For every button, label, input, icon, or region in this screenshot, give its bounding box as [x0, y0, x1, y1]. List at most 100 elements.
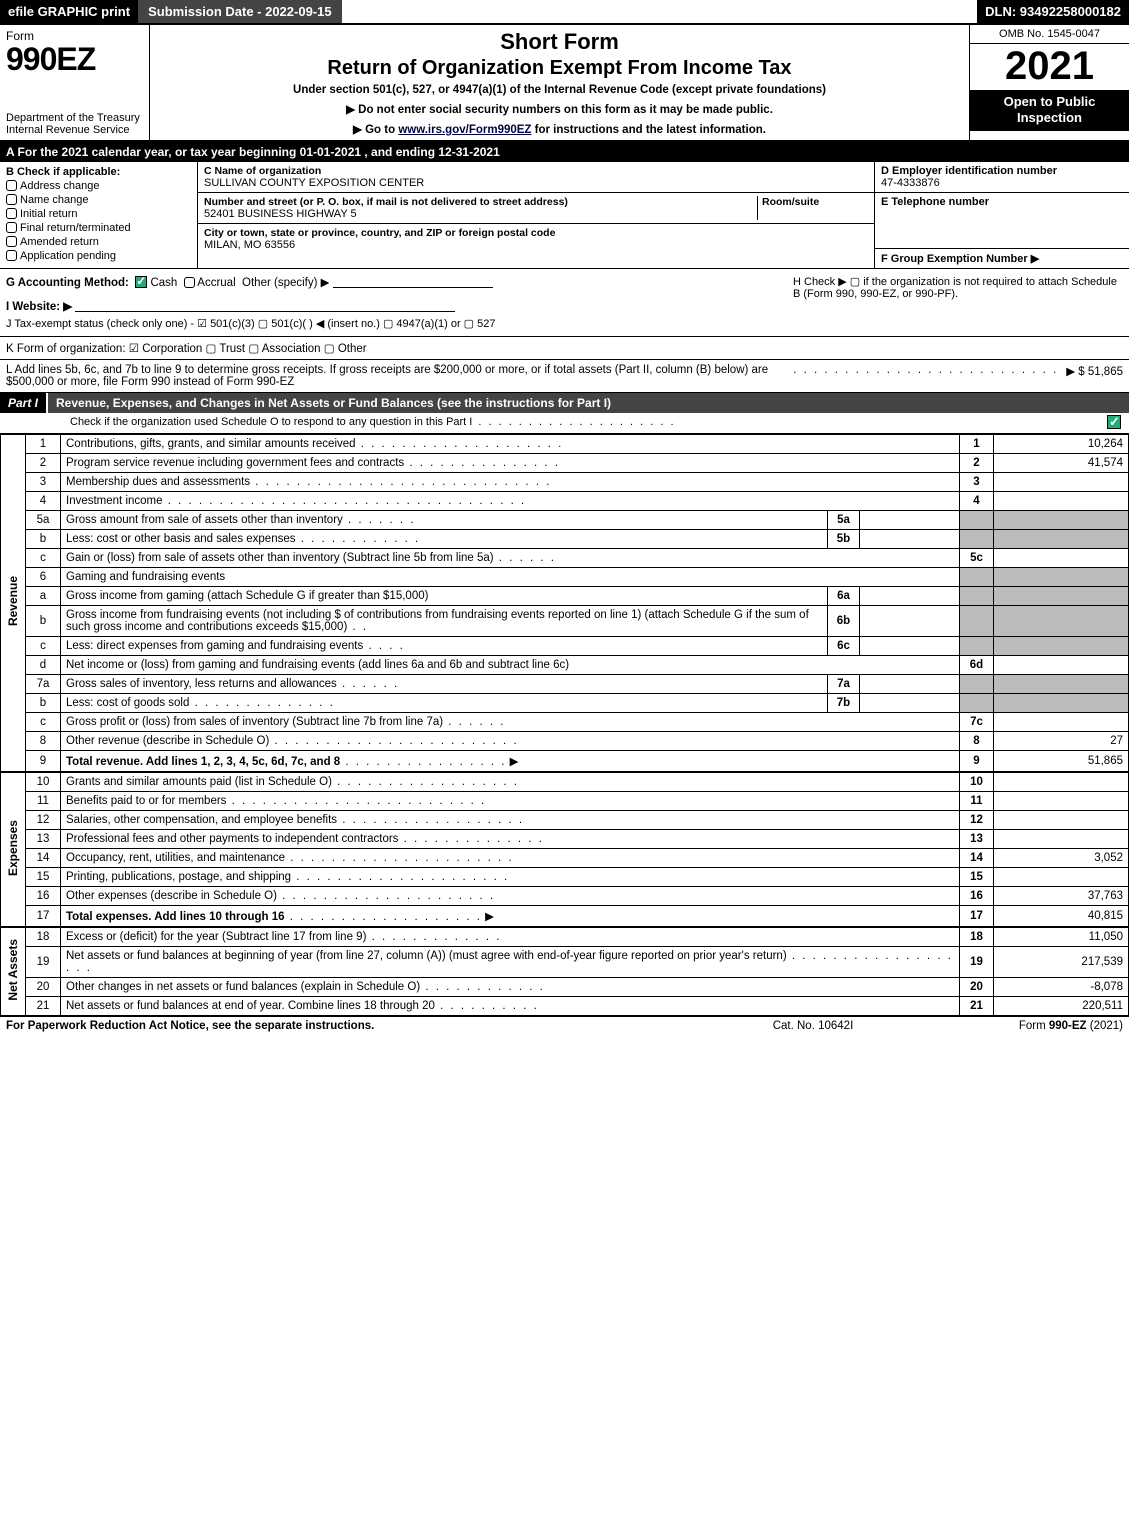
la: -8,078 — [994, 978, 1129, 997]
ld: Other revenue (describe in Schedule O) .… — [61, 732, 960, 751]
lb: 14 — [960, 849, 994, 868]
part1-tag: Part I — [0, 393, 48, 413]
sidebar-netassets: Net Assets — [1, 927, 26, 1016]
ld: Other changes in net assets or fund bala… — [61, 978, 960, 997]
ld: Other expenses (describe in Schedule O) … — [61, 887, 960, 906]
lb: 7c — [960, 713, 994, 732]
la: 51,865 — [994, 751, 1129, 773]
header-right: OMB No. 1545-0047 2021 Open to Public In… — [969, 25, 1129, 140]
line-3: 3 Membership dues and assessments . . . … — [1, 473, 1129, 492]
la-shade — [994, 606, 1129, 637]
ln: 11 — [26, 792, 61, 811]
part1-title: Revenue, Expenses, and Changes in Net As… — [48, 393, 1129, 413]
iv — [860, 675, 960, 694]
chk-cash-icon[interactable] — [135, 276, 147, 288]
line-6a: a Gross income from gaming (attach Sched… — [1, 587, 1129, 606]
ib: 6b — [828, 606, 860, 637]
section-h: H Check ▶ ▢ if the organization is not r… — [793, 275, 1123, 330]
lb-shade — [960, 511, 994, 530]
ib: 7b — [828, 694, 860, 713]
ln: c — [26, 713, 61, 732]
ld: Total expenses. Add lines 10 through 16 … — [61, 906, 960, 928]
goto-line: ▶ Go to www.irs.gov/Form990EZ for instru… — [158, 122, 961, 136]
ib: 5b — [828, 530, 860, 549]
la: 3,052 — [994, 849, 1129, 868]
la: 40,815 — [994, 906, 1129, 928]
g-other: Other (specify) ▶ — [242, 277, 329, 289]
top-bar: efile GRAPHIC print Submission Date - 20… — [0, 0, 1129, 25]
lb: 10 — [960, 772, 994, 792]
chk-amended-return[interactable]: Amended return — [6, 236, 191, 248]
under-section: Under section 501(c), 527, or 4947(a)(1)… — [158, 84, 961, 96]
la-shade — [994, 694, 1129, 713]
ld: Membership dues and assessments . . . . … — [61, 473, 960, 492]
checkbox-icon — [6, 250, 17, 261]
ld: Occupancy, rent, utilities, and maintena… — [61, 849, 960, 868]
l-text: L Add lines 5b, 6c, and 7b to line 9 to … — [6, 364, 793, 388]
website-blank[interactable] — [75, 300, 455, 312]
la — [994, 811, 1129, 830]
footer-left: For Paperwork Reduction Act Notice, see … — [6, 1020, 703, 1032]
arrow-icon — [482, 911, 494, 923]
line-16: 16 Other expenses (describe in Schedule … — [1, 887, 1129, 906]
ln: b — [26, 694, 61, 713]
ld: Net assets or fund balances at beginning… — [61, 947, 960, 978]
ld: Program service revenue including govern… — [61, 454, 960, 473]
lb: 6d — [960, 656, 994, 675]
ln: 5a — [26, 511, 61, 530]
chk-final-return[interactable]: Final return/terminated — [6, 222, 191, 234]
chk-initial-return[interactable]: Initial return — [6, 208, 191, 220]
omb-number: OMB No. 1545-0047 — [970, 25, 1129, 44]
iv — [860, 606, 960, 637]
part1-header: Part I Revenue, Expenses, and Changes in… — [0, 393, 1129, 413]
line-5b: b Less: cost or other basis and sales ex… — [1, 530, 1129, 549]
lb-shade — [960, 637, 994, 656]
ld: Total revenue. Add lines 1, 2, 3, 4, 5c,… — [61, 751, 960, 773]
lb-shade — [960, 606, 994, 637]
la — [994, 868, 1129, 887]
ld: Gross amount from sale of assets other t… — [61, 511, 828, 530]
row-gh: G Accounting Method: Cash Accrual Other … — [0, 269, 1129, 337]
chk-accrual-icon[interactable] — [184, 277, 195, 288]
addr-cell: Number and street (or P. O. box, if mail… — [198, 193, 874, 224]
ld: Gross income from fundraising events (no… — [61, 606, 828, 637]
lb-shade — [960, 568, 994, 587]
iv — [860, 694, 960, 713]
addr-label: Number and street (or P. O. box, if mail… — [204, 196, 753, 208]
irs-link[interactable]: www.irs.gov/Form990EZ — [398, 124, 531, 136]
ln: 8 — [26, 732, 61, 751]
la-shade — [994, 530, 1129, 549]
line-17: 17 Total expenses. Add lines 10 through … — [1, 906, 1129, 928]
chk-address-change[interactable]: Address change — [6, 180, 191, 192]
ld: Less: cost of goods sold . . . . . . . .… — [61, 694, 828, 713]
chk-application-pending[interactable]: Application pending — [6, 250, 191, 262]
room-label: Room/suite — [762, 196, 868, 208]
f-label: F Group Exemption Number ▶ — [881, 253, 1039, 265]
la-shade — [994, 587, 1129, 606]
la — [994, 713, 1129, 732]
lb-shade — [960, 530, 994, 549]
efile-label[interactable]: efile GRAPHIC print — [0, 0, 138, 23]
line-11: 11 Benefits paid to or for members . . .… — [1, 792, 1129, 811]
lb: 16 — [960, 887, 994, 906]
ld: Gaming and fundraising events — [61, 568, 960, 587]
line-5a: 5a Gross amount from sale of assets othe… — [1, 511, 1129, 530]
header-middle: Short Form Return of Organization Exempt… — [150, 25, 969, 140]
goto-pre: ▶ Go to — [353, 124, 398, 136]
ln: 4 — [26, 492, 61, 511]
chk-label: Initial return — [20, 208, 77, 220]
tax-year: 2021 — [970, 44, 1129, 90]
ln: 15 — [26, 868, 61, 887]
line-7a: 7a Gross sales of inventory, less return… — [1, 675, 1129, 694]
lb: 11 — [960, 792, 994, 811]
la: 11,050 — [994, 927, 1129, 947]
g-accrual: Accrual — [197, 277, 235, 289]
org-name: SULLIVAN COUNTY EXPOSITION CENTER — [204, 177, 868, 189]
part1-schedule-o-check-icon[interactable] — [1107, 415, 1121, 429]
chk-name-change[interactable]: Name change — [6, 194, 191, 206]
line-19: 19 Net assets or fund balances at beginn… — [1, 947, 1129, 978]
l-dots: . . . . . . . . . . . . . . . . . . . . … — [793, 364, 1058, 388]
ld: Grants and similar amounts paid (list in… — [61, 772, 960, 792]
g-other-blank[interactable] — [333, 276, 493, 288]
ld: Less: direct expenses from gaming and fu… — [61, 637, 828, 656]
